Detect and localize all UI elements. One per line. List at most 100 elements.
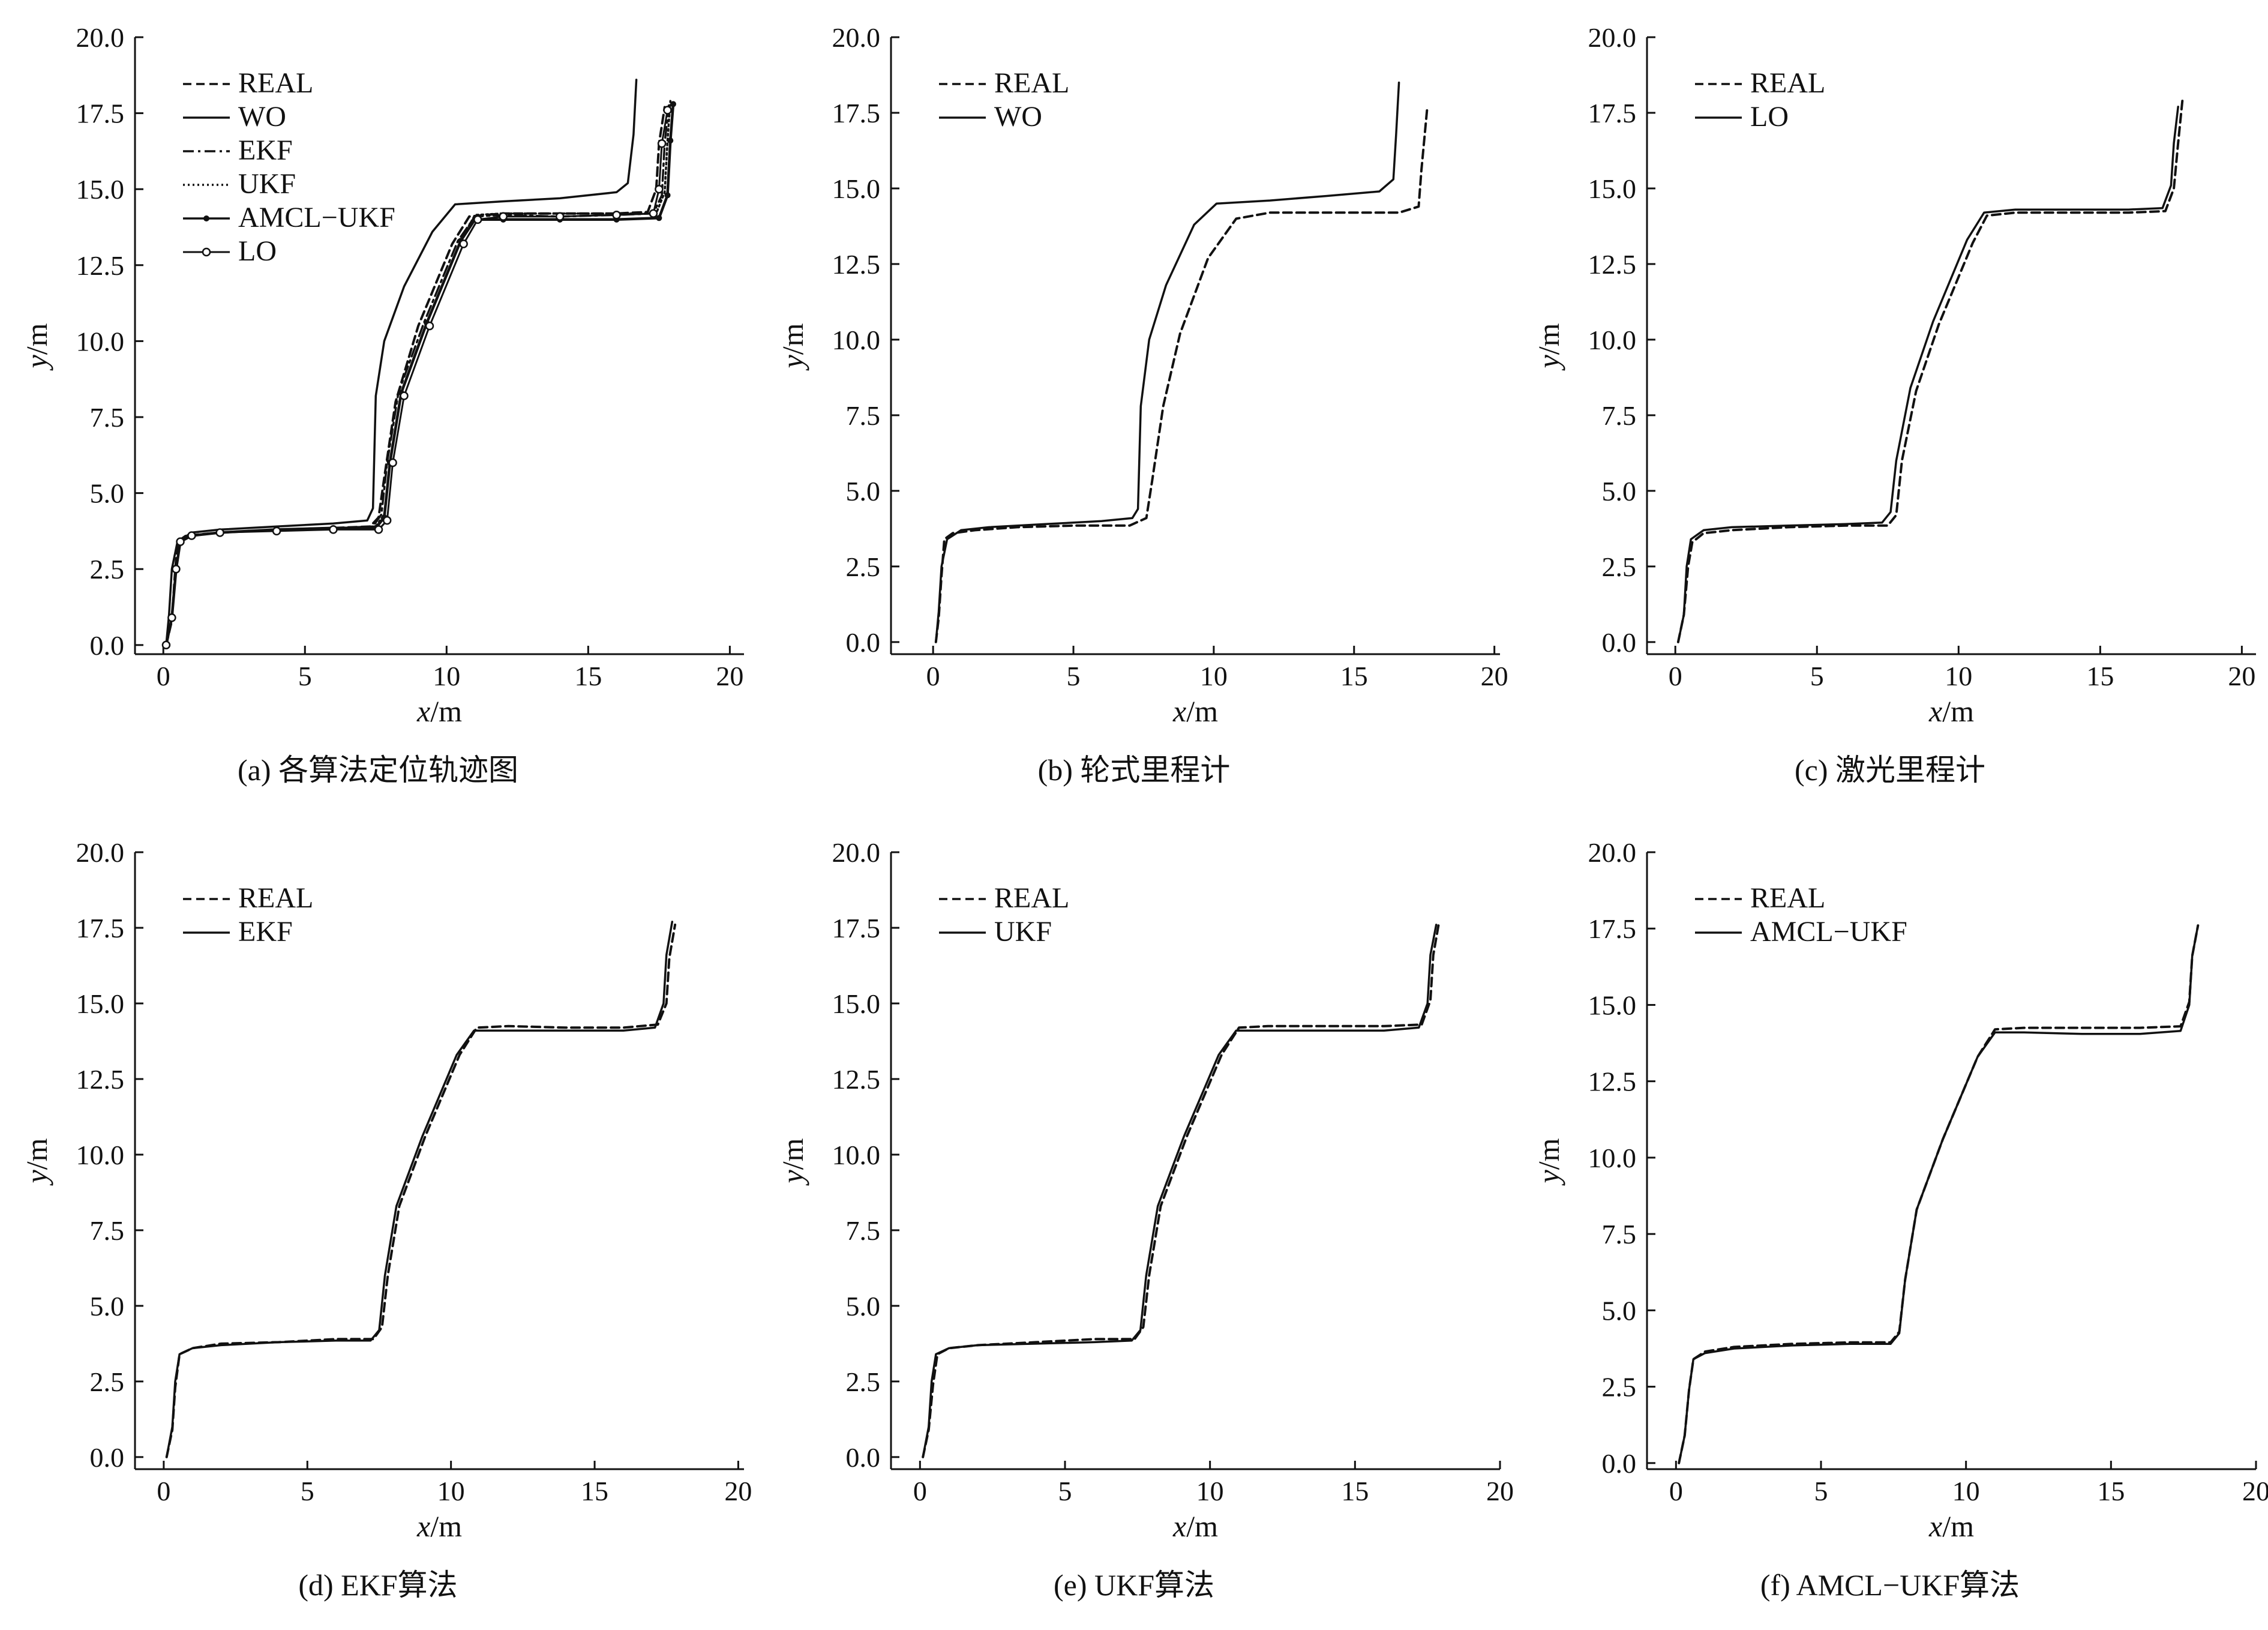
- y-tick-label: 20.0: [76, 22, 125, 53]
- x-axis-label: x/m: [1928, 694, 1974, 728]
- chart-e: 0.0 2.5 5.0 7.5 10.0 12.5 15.0 17.5 20.0 0 5 10 15 20…: [776, 837, 1514, 1602]
- series-marker: [425, 321, 434, 331]
- x-tick-label: 0: [157, 1476, 170, 1506]
- panel-e: 0.0 2.5 5.0 7.5 10.0 12.5 15.0 17.5 20.0 0 5 10 15 20…: [756, 815, 1514, 1630]
- legend-label: REAL: [1750, 882, 1825, 914]
- y-tick-label: 7.5: [90, 402, 125, 433]
- x-tick-label: 10: [1200, 661, 1228, 691]
- y-tick-label: 20.0: [1588, 837, 1637, 868]
- y-tick-label: 0.0: [846, 1442, 881, 1473]
- legend-label: UKF: [238, 168, 296, 200]
- x-tick-label: 5: [1067, 661, 1081, 691]
- panel-caption: (b) 轮式里程计: [1038, 753, 1231, 787]
- x-tick-label: 15: [2097, 1476, 2125, 1506]
- series-line-ukf: [922, 924, 1438, 1458]
- y-tick-label: 12.5: [76, 1064, 125, 1095]
- series-marker: [167, 613, 176, 622]
- series-marker: [172, 564, 181, 574]
- series-marker: [459, 239, 468, 248]
- y-tick-label: 5.0: [1602, 476, 1637, 507]
- series-marker: [670, 101, 676, 107]
- y-axis-label: y/m: [20, 1138, 53, 1186]
- series-marker: [473, 215, 482, 224]
- y-tick-label: 0.0: [1602, 627, 1637, 658]
- y-tick-label: 20.0: [1588, 22, 1637, 53]
- x-tick-label: 15: [1340, 661, 1368, 691]
- series-line-real: [922, 920, 1441, 1458]
- series-marker: [382, 516, 392, 525]
- series-marker: [400, 391, 409, 400]
- x-axis-label: x/m: [416, 694, 462, 728]
- x-tick-label: 20: [724, 1476, 752, 1506]
- y-tick-label: 20.0: [76, 837, 125, 868]
- chart-b: 0.0 2.5 5.0 7.5 10.0 12.5 15.0 17.5 20.0 0 5 10 15 20…: [776, 22, 1508, 787]
- series-marker: [272, 526, 281, 536]
- y-tick-label: 20.0: [832, 837, 881, 868]
- x-tick-label: 0: [926, 661, 940, 691]
- series-marker: [374, 525, 383, 534]
- y-tick-label: 0.0: [1602, 1448, 1637, 1479]
- x-tick-label: 10: [437, 1476, 465, 1506]
- y-tick-label: 12.5: [76, 250, 125, 281]
- x-axis-label: x/m: [1172, 694, 1218, 728]
- legend-label: REAL: [238, 67, 313, 99]
- legend-label: WO: [238, 101, 286, 133]
- panel-caption: (f) AMCL−UKF算法: [1760, 1568, 2020, 1602]
- y-tick-label: 7.5: [1602, 400, 1637, 431]
- series-marker: [555, 212, 565, 221]
- panel-a: 0.0 2.5 5.0 7.5 10.0 12.5 15.0 17.5 20.0 0 5 10 15 20…: [0, 0, 756, 815]
- y-tick-label: 2.5: [846, 552, 881, 582]
- legend-label: EKF: [238, 134, 293, 166]
- y-tick-label: 17.5: [1588, 913, 1637, 944]
- y-tick-label: 5.0: [846, 1291, 881, 1322]
- series-line-wo: [935, 81, 1400, 643]
- y-tick-label: 15.0: [832, 173, 881, 204]
- legend-label: AMCL−UKF: [238, 202, 395, 233]
- y-tick-label: 7.5: [846, 400, 881, 431]
- y-tick-label: 2.5: [1602, 1372, 1637, 1403]
- chart-d: 0.0 2.5 5.0 7.5 10.0 12.5 15.0 17.5 20.0 0 5 10 15 20…: [20, 837, 752, 1602]
- y-tick-label: 10.0: [1588, 325, 1637, 355]
- y-tick-label: 7.5: [846, 1215, 881, 1246]
- x-tick-label: 20: [716, 661, 743, 691]
- y-tick-label: 15.0: [1588, 990, 1637, 1020]
- panel-b: 0.0 2.5 5.0 7.5 10.0 12.5 15.0 17.5 20.0 0 5 10 15 20…: [756, 0, 1512, 815]
- series-line-real: [1676, 99, 2184, 643]
- legend-label: REAL: [1750, 67, 1825, 99]
- y-tick-label: 20.0: [832, 22, 881, 53]
- y-tick-label: 5.0: [846, 476, 881, 507]
- x-tick-label: 10: [1952, 1476, 1980, 1506]
- series-marker: [499, 212, 508, 221]
- legend-label: REAL: [994, 67, 1069, 99]
- x-tick-label: 5: [1814, 1476, 1828, 1506]
- series-line-ekf: [165, 921, 674, 1458]
- legend-label: EKF: [238, 916, 293, 948]
- series-marker: [161, 640, 171, 650]
- y-tick-label: 15.0: [76, 174, 125, 205]
- y-tick-label: 7.5: [90, 1215, 125, 1246]
- x-tick-label: 20: [2242, 1476, 2268, 1506]
- legend-marker: [203, 215, 209, 221]
- x-axis-label: x/m: [1928, 1509, 1974, 1543]
- y-tick-label: 2.5: [846, 1367, 881, 1397]
- panel-caption: (a) 各算法定位轨迹图: [238, 753, 518, 787]
- series-marker: [655, 184, 664, 194]
- y-axis-label: y/m: [20, 323, 53, 371]
- y-tick-label: 7.5: [1602, 1219, 1637, 1250]
- series-marker: [176, 537, 185, 546]
- chart-a: 0.0 2.5 5.0 7.5 10.0 12.5 15.0 17.5 20.0 0 5 10 15 20…: [20, 22, 744, 787]
- series-marker: [329, 525, 338, 534]
- x-axis-label: x/m: [416, 1509, 462, 1543]
- panel-c: 0.0 2.5 5.0 7.5 10.0 12.5 15.0 17.5 20.0 0 5 10 15 20…: [1512, 0, 2268, 815]
- panel-caption: (c) 激光里程计: [1795, 753, 1985, 787]
- series-marker: [657, 139, 667, 148]
- series-marker: [663, 106, 672, 115]
- series-line-real: [1678, 924, 2200, 1464]
- y-tick-label: 17.5: [832, 913, 881, 943]
- y-tick-label: 10.0: [1588, 1143, 1637, 1173]
- y-tick-label: 12.5: [832, 249, 881, 280]
- legend-label: REAL: [994, 882, 1069, 914]
- series-line-lo: [1677, 106, 2179, 643]
- panel-caption: (d) EKF算法: [298, 1568, 457, 1602]
- series-line-wo: [165, 79, 638, 646]
